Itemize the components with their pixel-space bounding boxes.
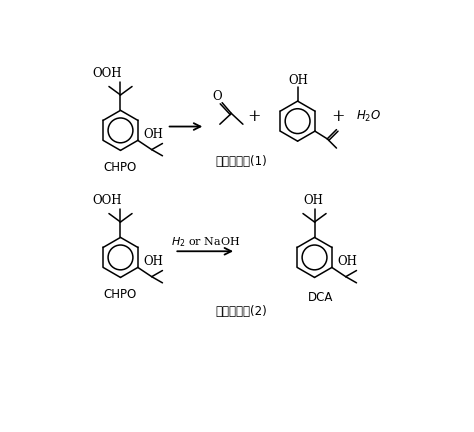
Text: OH: OH (143, 255, 163, 268)
Text: OOH: OOH (92, 67, 121, 80)
Text: 反应方程式(2): 反应方程式(2) (216, 305, 267, 318)
Text: $H_2O$: $H_2O$ (356, 109, 381, 124)
Text: OOH: OOH (92, 194, 121, 207)
Text: 反应方程式(1): 反应方程式(1) (216, 155, 267, 168)
Text: +: + (248, 108, 261, 125)
Text: +: + (331, 108, 345, 125)
Text: CHPO: CHPO (104, 161, 137, 174)
Text: $H_2$ or NaOH: $H_2$ or NaOH (171, 235, 240, 249)
Text: DCA: DCA (308, 291, 333, 304)
Text: O: O (213, 90, 222, 103)
Text: OH: OH (288, 74, 308, 87)
Text: OH: OH (143, 128, 163, 141)
Text: OH: OH (337, 255, 357, 268)
Text: CHPO: CHPO (104, 288, 137, 301)
Text: OH: OH (303, 194, 323, 207)
